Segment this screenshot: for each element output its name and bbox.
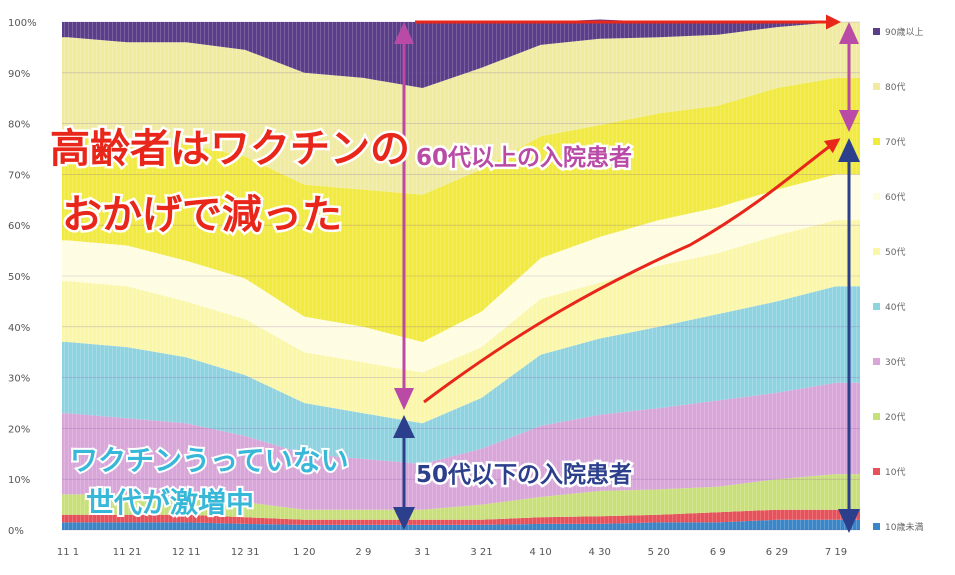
y-tick-label: 60% (8, 221, 30, 232)
upper-purple-arrow-head-bottom (394, 388, 414, 410)
annotation-texts: 高齢者はワクチンの おかげで減った 60代以上の入院患者 ワクチンうっていない … (48, 124, 635, 522)
x-tick-label: 11 21 (113, 547, 142, 558)
lower-arrow-label: 50代以下の入院患者 (416, 461, 632, 488)
legend-label: 60代 (885, 192, 905, 203)
y-tick-label: 30% (8, 374, 30, 385)
right-navy-arrow-head-top (838, 138, 860, 162)
legend-label: 20代 (885, 412, 905, 423)
texture-overlay (62, 22, 860, 530)
lower-navy-arrow-head-bottom (393, 507, 415, 530)
legend-label: 40代 (885, 302, 905, 313)
young-note-line2: 世代が激増中 (86, 486, 254, 519)
elderly-note-line1: 高齢者はワクチンの (50, 126, 410, 172)
lower-navy-arrow-head-top (393, 415, 415, 438)
legend-swatch (873, 523, 880, 530)
legend-swatch (873, 303, 880, 310)
legend-label: 70代 (885, 137, 905, 148)
legend-swatch (873, 468, 880, 475)
right-purple-arrow-head-bottom (839, 110, 859, 132)
x-tick-label: 2 9 (355, 547, 371, 558)
x-tick-label: 4 10 (529, 547, 551, 558)
diagonal-red-arrow (423, 138, 841, 404)
y-tick-label: 10% (8, 475, 30, 486)
annotation-arrows (393, 14, 860, 533)
legend-swatch (873, 413, 880, 420)
x-tick-label: 7 19 (825, 547, 847, 558)
legend-swatch (873, 193, 880, 200)
legend-swatch (873, 138, 880, 145)
legend-label: 80代 (885, 82, 905, 93)
legend-swatch (873, 358, 880, 365)
right-navy-arrow-head-bottom (838, 509, 860, 533)
legend-label: 10歳未満 (885, 521, 923, 533)
upper-purple-arrow-head-top (394, 22, 414, 44)
gridlines (62, 21, 860, 531)
x-tick-label: 3 1 (415, 547, 431, 558)
young-note-line1: ワクチンうっていない (70, 444, 349, 477)
y-tick-label: 50% (8, 272, 30, 283)
elderly-note-line2: おかげで減った (62, 192, 342, 238)
legend-label: 90歳以上 (885, 26, 923, 38)
x-tick-label: 3 21 (470, 547, 492, 558)
right-purple-arrow-head-top (839, 22, 859, 44)
x-tick-label: 12 31 (231, 547, 260, 558)
legend: 90歳以上 80代 70代 60代 50代 40代 30代 20代 10代 10歳未満 (873, 26, 923, 533)
y-tick-label: 20% (8, 424, 30, 435)
y-tick-label: 70% (8, 170, 30, 181)
x-tick-label: 6 29 (766, 547, 788, 558)
legend-swatch (873, 28, 880, 35)
x-tick-label: 11 1 (57, 547, 79, 558)
legend-label: 30代 (885, 357, 905, 368)
y-tick-label: 40% (8, 323, 30, 334)
x-axis-ticks: 11 1 11 21 12 11 12 31 1 20 2 9 3 1 3 21 4 10 4 3… (57, 547, 847, 558)
legend-label: 50代 (885, 247, 905, 258)
y-axis-ticks: 0% 10% 20% 30% 40% 50% 60% 70% 80% 90% 100% (8, 18, 37, 537)
legend-swatch (873, 248, 880, 255)
y-tick-label: 0% (8, 526, 24, 537)
upper-arrow-label: 60代以上の入院患者 (416, 144, 632, 171)
x-tick-label: 12 11 (172, 547, 201, 558)
y-tick-label: 100% (8, 18, 37, 29)
legend-label: 10代 (885, 467, 905, 478)
x-tick-label: 1 20 (293, 547, 315, 558)
x-tick-label: 4 30 (589, 547, 611, 558)
legend-swatch (873, 83, 880, 90)
x-tick-label: 5 20 (648, 547, 670, 558)
x-tick-label: 6 9 (710, 547, 726, 558)
y-tick-label: 90% (8, 69, 30, 80)
y-tick-label: 80% (8, 120, 30, 131)
